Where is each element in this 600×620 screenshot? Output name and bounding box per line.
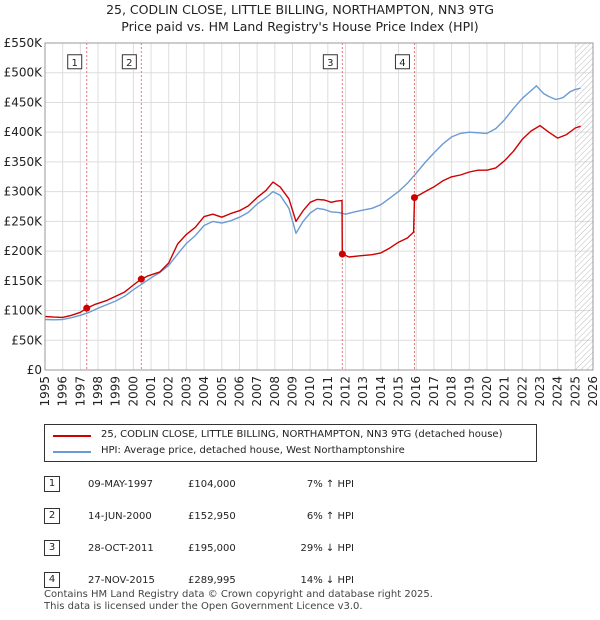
x-tick-label: 2020 [480,376,494,407]
sale-date: 28-OCT-2011 [88,542,154,554]
chart-title: 25, CODLIN CLOSE, LITTLE BILLING, NORTHA… [106,2,494,17]
y-tick-label: £0 [27,363,42,377]
sale-date: 09-MAY-1997 [88,478,154,490]
y-tick-label: £200K [4,244,44,258]
sale-marker-box [121,54,137,70]
y-tick-label: £550K [4,36,44,50]
x-tick-label: 1995 [38,376,52,407]
sale-marker-label: 3 [327,58,333,69]
sale-hpi-delta: 6% ↑ HPI [306,510,354,522]
x-tick-label: 2000 [126,376,140,407]
sale-marker-label: 2 [126,58,132,69]
y-tick-label: £500K [4,66,44,80]
x-tick-label: 2023 [533,376,547,407]
x-tick-label: 2011 [321,376,335,407]
x-tick-label: 1997 [73,376,87,407]
sale-price: £195,000 [188,542,236,554]
x-tick-label: 2005 [215,376,229,407]
sale-price: £152,950 [188,510,236,522]
sale-date: 27-NOV-2015 [88,574,155,586]
x-tick-label: 2016 [409,376,423,407]
y-tick-label: £150K [4,274,44,288]
x-tick-label: 2022 [515,376,529,407]
future-hatch-area [575,43,593,370]
x-tick-label: 2019 [462,376,476,407]
x-tick-label: 2002 [162,376,176,407]
legend-label-property: 25, CODLIN CLOSE, LITTLE BILLING, NORTHA… [101,429,503,440]
y-tick-label: £100K [4,304,44,318]
sale-point [410,194,418,202]
x-tick-label: 2009 [285,376,299,407]
footer-copyright: Contains HM Land Registry data © Crown c… [44,589,433,600]
sale-marker-box [67,54,83,70]
x-tick-label: 2003 [179,376,193,407]
footer-licence: This data is licensed under the Open Gov… [44,601,363,612]
sale-number-box: 3 [44,540,60,556]
price-chart: 1 2 3 4 £0 £50K £100K £150K £200K £250K £300K £350… [4,36,600,407]
sale-price: £104,000 [188,478,236,490]
x-tick-label: 2015 [392,376,406,407]
table-row: 4 27-NOV-2015 £289,995 14% ↓ HPI [44,564,354,596]
y-tick-label: £400K [4,125,44,139]
x-tick-label: 2010 [303,376,317,407]
x-tick-label: 2024 [551,376,565,407]
sale-date: 14-JUN-2000 [88,510,152,522]
x-tick-label: 2007 [250,376,264,407]
sale-price: £289,995 [188,574,236,586]
legend-swatch-hpi [53,451,91,453]
sale-hpi-delta: 14% ↓ HPI [300,574,354,586]
y-tick-label: £250K [4,214,44,228]
sale-point [338,250,346,258]
table-row: 2 14-JUN-2000 £152,950 6% ↑ HPI [44,500,354,532]
x-tick-label: 2025 [568,376,582,407]
sale-point [83,304,91,312]
x-tick-label: 1999 [109,376,123,407]
y-tick-label: £450K [4,95,44,109]
table-row: 1 09-MAY-1997 £104,000 7% ↑ HPI [44,468,354,500]
sale-marker-box [322,54,338,70]
y-tick-label: £300K [4,185,44,199]
sale-hpi-delta: 29% ↓ HPI [300,542,354,554]
footer: Contains HM Land Registry data © Crown c… [44,589,433,613]
legend-label-hpi: HPI: Average price, detached house, West… [101,445,405,456]
x-tick-label: 2006 [232,376,246,407]
sale-marker-box [394,54,410,70]
table-row: 3 28-OCT-2011 £195,000 29% ↓ HPI [44,532,354,564]
plot-frame [44,42,594,371]
chart-legend: 25, CODLIN CLOSE, LITTLE BILLING, NORTHA… [44,424,537,462]
x-tick-label: 2004 [197,376,211,407]
sales-table: 1 09-MAY-1997 £104,000 7% ↑ HPI 2 14-JUN… [44,468,354,596]
x-tick-label: 1998 [91,376,105,407]
x-tick-label: 2026 [586,376,600,407]
sale-marker-label: 4 [399,58,405,69]
sale-number-box: 1 [44,476,60,492]
x-tick-label: 2012 [339,376,353,407]
y-tick-label: £50K [11,333,43,347]
x-tick-label: 1996 [56,376,70,407]
x-tick-label: 2014 [374,376,388,407]
series-line-hpi [44,85,581,321]
x-tick-label: 2018 [445,376,459,407]
y-tick-label: £350K [4,155,44,169]
chart-subtitle: Price paid vs. HM Land Registry's House … [121,19,479,34]
sale-number-box: 2 [44,508,60,524]
sale-hpi-delta: 7% ↑ HPI [306,478,354,490]
x-tick-label: 2021 [498,376,512,407]
sale-marker-label: 1 [72,58,78,69]
x-tick-label: 2017 [427,376,441,407]
sale-number-box: 4 [44,572,60,588]
x-tick-label: 2008 [268,376,282,407]
x-tick-label: 2013 [356,376,370,407]
legend-swatch-property [53,435,91,437]
sale-point [137,275,145,283]
x-tick-label: 2001 [144,376,158,407]
